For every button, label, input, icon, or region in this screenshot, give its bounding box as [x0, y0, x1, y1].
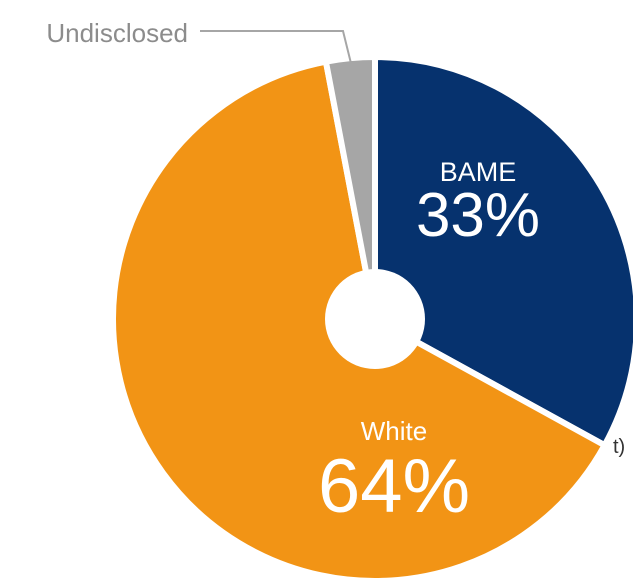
slice-category-label: White: [361, 416, 427, 446]
slice-value-label: 64%: [318, 444, 470, 529]
slice-value-label: 33%: [416, 181, 540, 250]
undisclosed-leader-line: [200, 30, 352, 63]
pie-slice-bame: [372, 53, 633, 450]
slice-category-label: BAME: [440, 157, 517, 187]
slice-category-label: Undisclosed: [46, 18, 188, 48]
pie-center-hole: [325, 269, 425, 369]
cropped-text-fragment: t): [613, 436, 626, 458]
